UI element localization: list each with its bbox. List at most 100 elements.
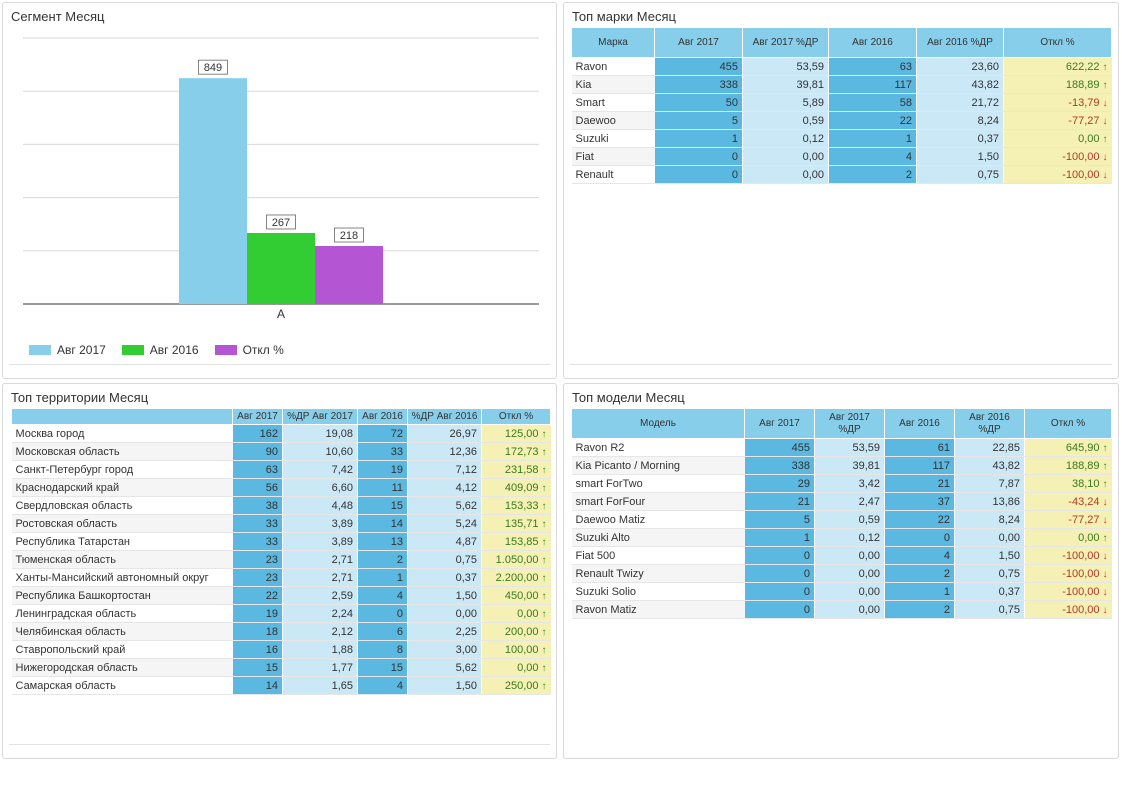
value-2017-cell: 23 bbox=[232, 568, 283, 587]
legend-swatch-2016 bbox=[121, 345, 144, 355]
table-row[interactable]: Suzuki Alto 1 0,12 0 0,00 0,00 ↑ bbox=[571, 528, 1112, 547]
table-row[interactable]: Республика Татарстан 33 3,89 13 4,87 153,85 ↑ bbox=[11, 532, 551, 551]
deviation-cell: -77,27 ↓ bbox=[1003, 111, 1112, 130]
table-row[interactable]: Ханты-Мансийский автономный округ 23 2,71 1… bbox=[11, 568, 551, 587]
table-row[interactable]: smart ForFour 21 2,47 37 13,86 -43,24 ↓ bbox=[571, 492, 1112, 511]
deviation-value: 38,10 bbox=[1071, 477, 1100, 490]
share-2016-cell: 1,50 bbox=[407, 676, 482, 695]
column-header[interactable]: Откл % bbox=[481, 408, 551, 425]
column-header[interactable]: Авг 2017 bbox=[654, 27, 743, 58]
bar-2017[interactable] bbox=[179, 78, 247, 304]
table-row[interactable]: Челябинская область 18 2,12 6 2,25 200,00 ↑ bbox=[11, 622, 551, 641]
table-header-row: Марка Авг 2017 Авг 2017 %ДР Авг 2016 Авг 201… bbox=[571, 27, 1112, 58]
share-2016-cell: 4,87 bbox=[407, 532, 482, 551]
arrow-up-icon: ↑ bbox=[541, 662, 547, 674]
models-table: Модель Авг 2017 Авг 2017 %ДР Авг 2016 Авг 20… bbox=[571, 408, 1112, 619]
share-2016-cell: 5,62 bbox=[407, 658, 482, 677]
table-row[interactable]: Smart 50 5,89 58 21,72 -13,79 ↓ bbox=[571, 93, 1112, 112]
table-row[interactable]: Renault Twizy 0 0,00 2 0,75 -100,00 ↓ bbox=[571, 564, 1112, 583]
arrow-up-icon: ↑ bbox=[541, 518, 547, 530]
table-row[interactable]: Suzuki Solio 0 0,00 1 0,37 -100,00 ↓ bbox=[571, 582, 1112, 601]
column-header[interactable]: %ДР Авг 2016 bbox=[407, 408, 482, 425]
column-header[interactable]: Авг 2016 bbox=[357, 408, 408, 425]
column-header[interactable]: Авг 2017 bbox=[232, 408, 283, 425]
table-row[interactable]: Москва город 162 19,08 72 26,97 125,00 ↑ bbox=[11, 424, 551, 443]
share-2016-cell: 2,25 bbox=[407, 622, 482, 641]
deviation-cell: 0,00 ↑ bbox=[1003, 129, 1112, 148]
value-2017-cell: 33 bbox=[232, 532, 283, 551]
share-2017-cell: 0,59 bbox=[742, 111, 829, 130]
column-header[interactable]: Авг 2016 %ДР bbox=[954, 408, 1025, 439]
table-row[interactable]: Самарская область 14 1,65 4 1,50 250,00 ↑ bbox=[11, 676, 551, 695]
table-row[interactable]: Daewoo 5 0,59 22 8,24 -77,27 ↓ bbox=[571, 111, 1112, 130]
table-row[interactable]: Московская область 90 10,60 33 12,36 172,73 ↑ bbox=[11, 442, 551, 461]
deviation-cell: -13,79 ↓ bbox=[1003, 93, 1112, 112]
table-row[interactable]: Ravon 455 53,59 63 23,60 622,22 ↑ bbox=[571, 57, 1112, 76]
table-row[interactable]: Daewoo Matiz 5 0,59 22 8,24 -77,27 ↓ bbox=[571, 510, 1112, 529]
table-row[interactable]: Тюменская область 23 2,71 2 0,75 1.050,00 ↑ bbox=[11, 550, 551, 569]
legend-item-2017[interactable]: Авг 2017 bbox=[29, 343, 106, 357]
arrow-up-icon: ↑ bbox=[1102, 442, 1108, 454]
column-header[interactable]: Откл % bbox=[1024, 408, 1112, 439]
deviation-cell: 100,00 ↑ bbox=[481, 640, 551, 659]
table-row[interactable]: Республика Башкортостан 22 2,59 4 1,50 450,00… bbox=[11, 586, 551, 605]
table-row[interactable]: Краснодарский край 56 6,60 11 4,12 409,09 ↑ bbox=[11, 478, 551, 497]
table-row[interactable]: Fiat 0 0,00 4 1,50 -100,00 ↓ bbox=[571, 147, 1112, 166]
share-2017-cell: 0,00 bbox=[814, 546, 885, 565]
legend-item-2016[interactable]: Авг 2016 bbox=[121, 343, 199, 357]
table-row[interactable]: Нижегородская область 15 1,77 15 5,62 0,00 ↑ bbox=[11, 658, 551, 677]
arrow-up-icon: ↑ bbox=[541, 464, 547, 476]
share-2016-cell: 0,75 bbox=[954, 600, 1025, 619]
deviation-cell: -100,00 ↓ bbox=[1003, 147, 1112, 166]
table-row[interactable]: Ravon Matiz 0 0,00 2 0,75 -100,00 ↓ bbox=[571, 600, 1112, 619]
column-header[interactable]: Авг 2017 bbox=[744, 408, 815, 439]
table-row[interactable]: Ростовская область 33 3,89 14 5,24 135,71 ↑ bbox=[11, 514, 551, 533]
value-2017-cell: 29 bbox=[744, 474, 815, 493]
table-row[interactable]: Renault 0 0,00 2 0,75 -100,00 ↓ bbox=[571, 165, 1112, 184]
deviation-value: 0,00 bbox=[1078, 132, 1100, 145]
value-2017-cell: 18 bbox=[232, 622, 283, 641]
value-2016-cell: 37 bbox=[884, 492, 955, 511]
value-2016-cell: 117 bbox=[828, 75, 917, 94]
table-row[interactable]: Suzuki 1 0,12 1 0,37 0,00 ↑ bbox=[571, 129, 1112, 148]
bar-2016[interactable] bbox=[247, 232, 315, 304]
value-2016-cell: 0 bbox=[884, 528, 955, 547]
models-panel: Топ модели Месяц Модель Авг 2017 Авг 2017 … bbox=[563, 383, 1119, 759]
deviation-value: -13,79 bbox=[1068, 96, 1100, 109]
table-row[interactable]: Санкт-Петербург город 63 7,42 19 7,12 231,58 ↑ bbox=[11, 460, 551, 479]
table-row[interactable]: smart ForTwo 29 3,42 21 7,87 38,10 ↑ bbox=[571, 474, 1112, 493]
table-row[interactable]: Ленинградская область 19 2,24 0 0,00 0,00 ↑ bbox=[11, 604, 551, 623]
table-row[interactable]: Kia Picanto / Morning 338 39,81 117 43,82 188… bbox=[571, 456, 1112, 475]
arrow-down-icon: ↓ bbox=[1102, 151, 1108, 163]
column-header[interactable]: %ДР Авг 2017 bbox=[282, 408, 358, 425]
table-row[interactable]: Kia 338 39,81 117 43,82 188,89 ↑ bbox=[571, 75, 1112, 94]
table-row[interactable]: Ravon R2 455 53,59 61 22,85 645,90 ↑ bbox=[571, 438, 1112, 457]
value-2016-cell: 15 bbox=[357, 496, 408, 515]
row-name-cell: Тюменская область bbox=[11, 550, 233, 569]
column-header[interactable]: Авг 2017 %ДР bbox=[814, 408, 885, 439]
share-2016-cell: 12,36 bbox=[407, 442, 482, 461]
column-header[interactable]: Авг 2017 %ДР bbox=[742, 27, 829, 58]
table-row[interactable]: Свердловская область 38 4,48 15 5,62 153,33 ↑ bbox=[11, 496, 551, 515]
deviation-value: -77,27 bbox=[1068, 513, 1100, 526]
column-header[interactable] bbox=[11, 408, 233, 425]
row-name-cell: Kia bbox=[571, 75, 655, 94]
table-row[interactable]: Ставропольский край 16 1,88 8 3,00 100,00 ↑ bbox=[11, 640, 551, 659]
arrow-up-icon: ↑ bbox=[541, 500, 547, 512]
row-name-cell: Daewoo Matiz bbox=[571, 510, 745, 529]
column-header[interactable]: Авг 2016 bbox=[828, 27, 917, 58]
table-row[interactable]: Fiat 500 0 0,00 4 1,50 -100,00 ↓ bbox=[571, 546, 1112, 565]
legend-item-dev[interactable]: Откл % bbox=[214, 343, 284, 357]
value-2016-cell: 4 bbox=[357, 676, 408, 695]
row-name-cell: Ravon R2 bbox=[571, 438, 745, 457]
bar-deviation[interactable] bbox=[315, 246, 383, 304]
column-header[interactable]: Авг 2016 bbox=[884, 408, 955, 439]
value-2016-cell: 13 bbox=[357, 532, 408, 551]
column-header[interactable]: Модель bbox=[571, 408, 745, 439]
column-header[interactable]: Марка bbox=[571, 27, 655, 58]
column-header[interactable]: Авг 2016 %ДР bbox=[916, 27, 1004, 58]
arrow-up-icon: ↑ bbox=[541, 590, 547, 602]
value-2016-cell: 22 bbox=[884, 510, 955, 529]
column-header[interactable]: Откл % bbox=[1003, 27, 1112, 58]
value-2017-cell: 23 bbox=[232, 550, 283, 569]
